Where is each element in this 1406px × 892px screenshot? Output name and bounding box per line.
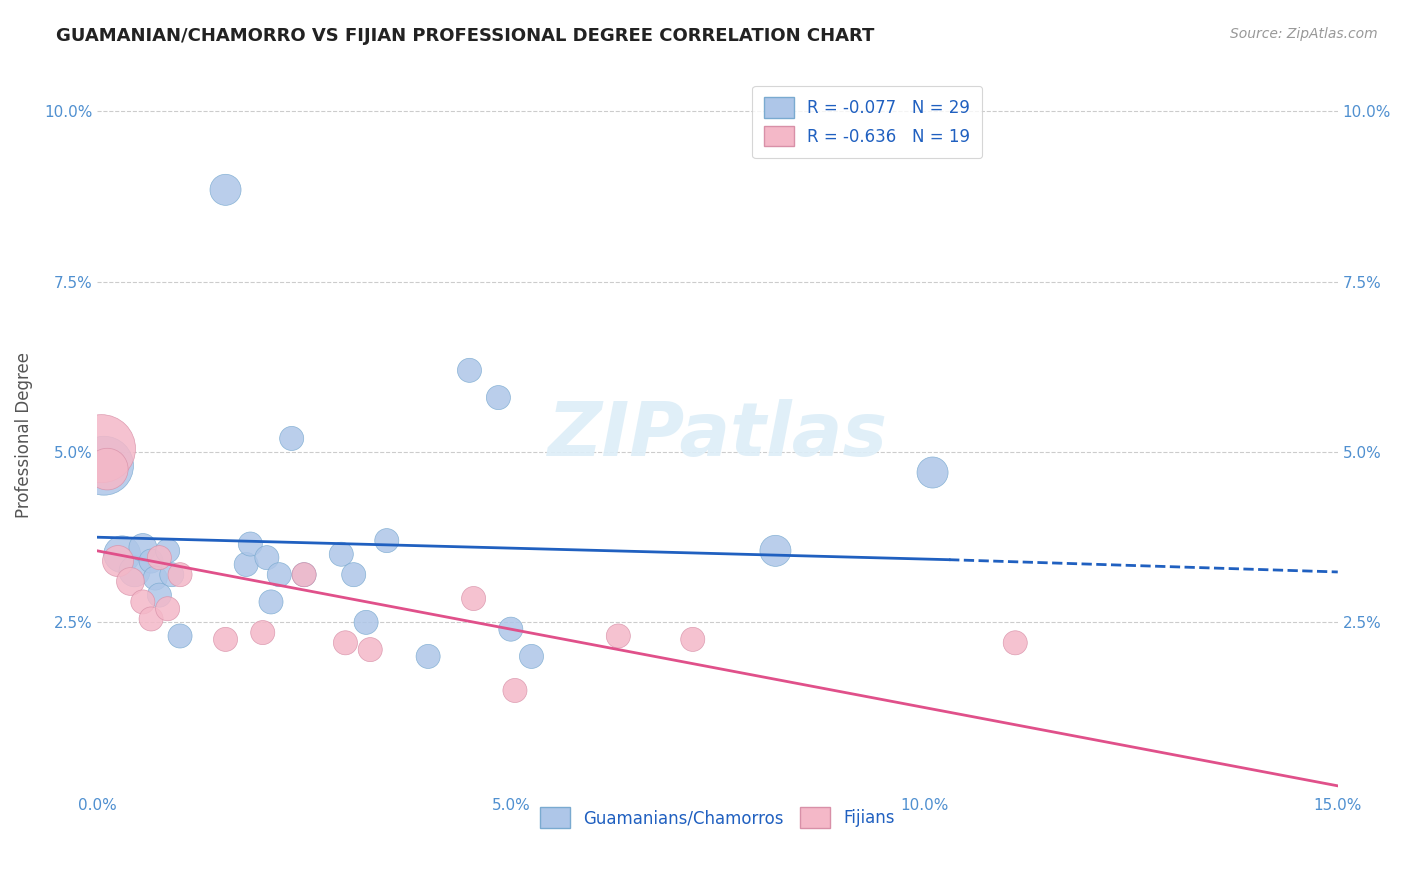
Point (148, 588, 170, 602)
Point (375, 533, 398, 548)
Point (765, 544, 787, 558)
Legend: Guamanians/Chamorros, Fijians: Guamanians/Chamorros, Fijians (533, 801, 901, 834)
Point (1004, 636, 1026, 650)
Point (252, 625, 274, 640)
Text: ZIPatlas: ZIPatlas (547, 399, 887, 472)
Point (214, 183, 236, 197)
Point (359, 642, 381, 657)
Point (343, 567, 366, 582)
Point (96, 462, 118, 476)
Point (139, 554, 162, 568)
Point (486, 391, 509, 405)
Point (156, 544, 179, 558)
Point (139, 612, 162, 626)
Point (156, 601, 179, 615)
Point (107, 554, 129, 568)
Point (335, 636, 357, 650)
Point (124, 564, 146, 578)
Point (235, 558, 257, 572)
Point (330, 547, 353, 561)
Point (607, 629, 630, 643)
Point (269, 567, 291, 582)
Point (111, 547, 134, 561)
Point (93, 458, 115, 473)
Point (169, 629, 191, 643)
Text: GUAMANIAN/CHAMORRO VS FIJIAN PROFESSIONAL DEGREE CORRELATION CHART: GUAMANIAN/CHAMORRO VS FIJIAN PROFESSIONA… (56, 27, 875, 45)
Point (416, 649, 439, 664)
Point (280, 432, 302, 446)
Point (260, 595, 283, 609)
Point (214, 632, 236, 647)
Point (503, 683, 526, 698)
Point (148, 550, 170, 565)
Point (143, 571, 166, 585)
Point (239, 537, 262, 551)
Point (120, 574, 142, 589)
Point (169, 567, 191, 582)
Point (921, 466, 943, 480)
Point (682, 632, 704, 647)
Point (132, 541, 155, 555)
Point (499, 622, 522, 636)
Text: Source: ZipAtlas.com: Source: ZipAtlas.com (1230, 27, 1378, 41)
Point (458, 363, 481, 377)
Point (354, 615, 377, 630)
Point (463, 591, 485, 606)
Point (292, 567, 315, 582)
Point (160, 567, 183, 582)
Point (132, 595, 155, 609)
Point (90, 442, 112, 456)
Point (292, 567, 315, 582)
Point (256, 550, 278, 565)
Point (520, 649, 543, 664)
Y-axis label: Professional Degree: Professional Degree (15, 352, 32, 518)
